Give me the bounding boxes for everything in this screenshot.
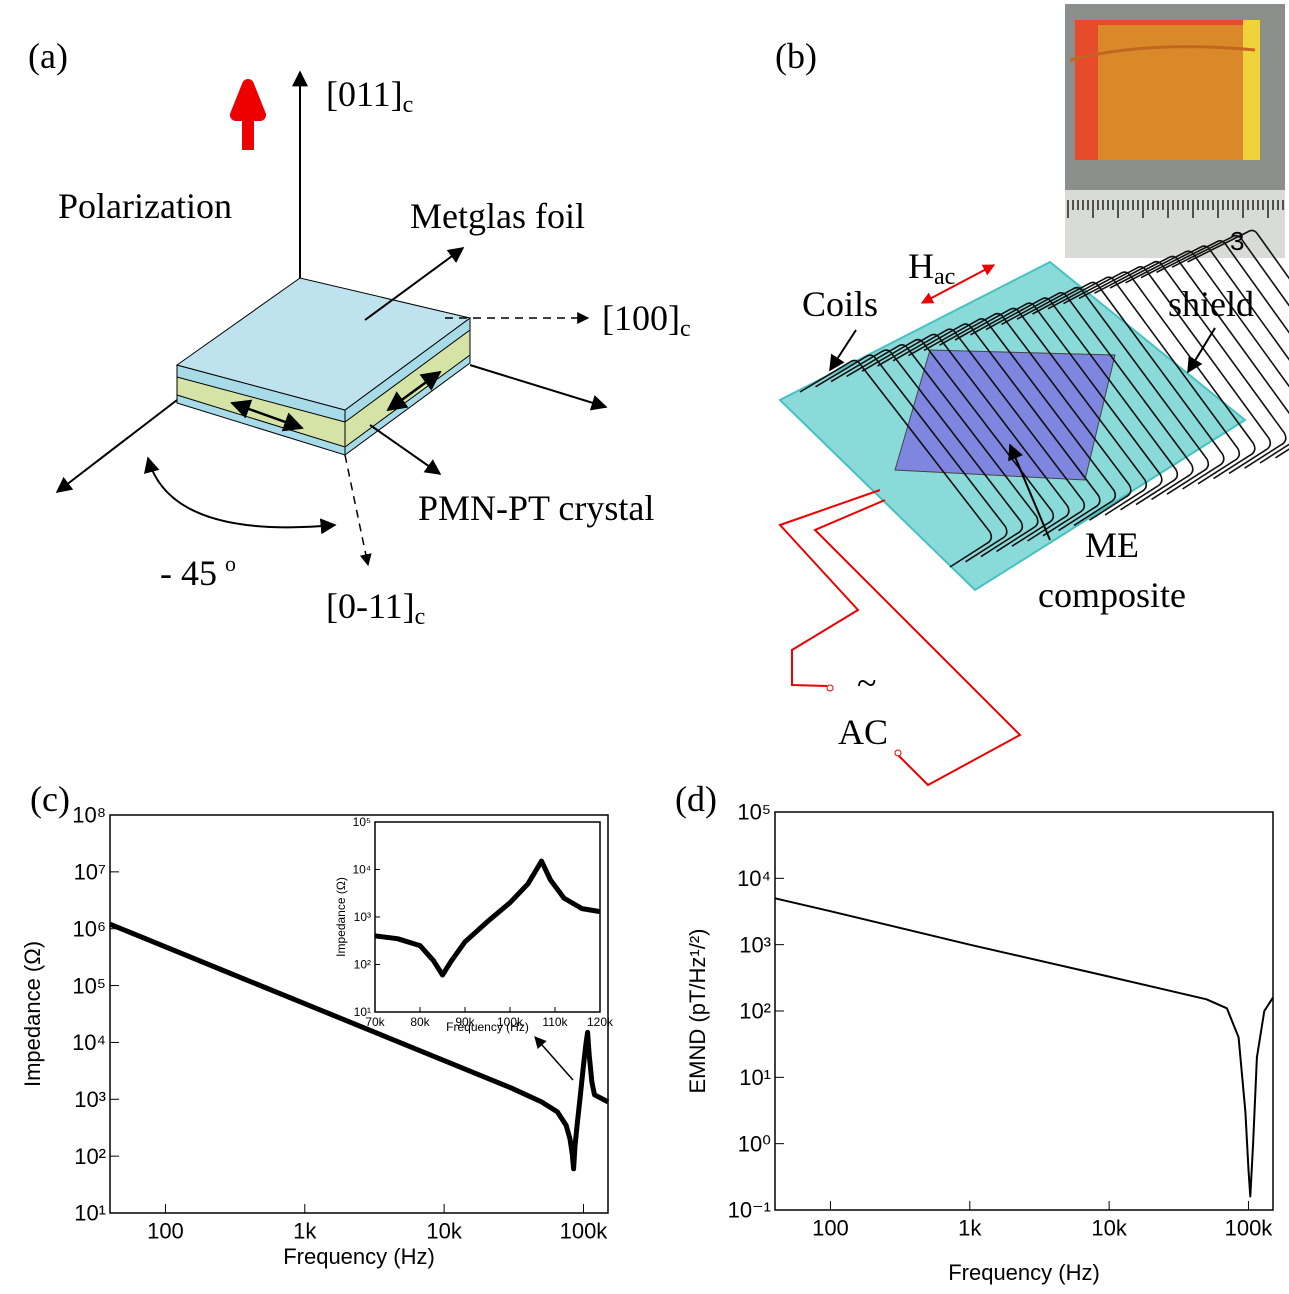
y-tick-label: 10⁵ [353, 815, 371, 829]
axis-label: [011]c [326, 74, 413, 118]
angle-arrow [148, 458, 335, 527]
crystal-label: PMN-PT crystal [418, 488, 654, 528]
y-tick-label: 10⁴ [72, 1030, 106, 1055]
panel-label: (d) [675, 779, 717, 819]
axis-sub: c [680, 316, 691, 342]
y-tick-label: 10⁷ [74, 860, 106, 885]
terminal [895, 750, 901, 756]
axis-label: [100]c [602, 298, 691, 342]
y-tick-label: 10³ [739, 932, 771, 957]
pointer [370, 425, 440, 474]
x-tick-label: 10k [426, 1218, 462, 1243]
tilde: ~ [857, 663, 876, 703]
panel-b: (b) 3 Hac Coils shield ME composite ~ AC [775, 4, 1289, 785]
terminal [827, 685, 833, 691]
composite-label: composite [1038, 575, 1186, 615]
y-axis-label: EMND (pT/Hz¹/²) [685, 929, 710, 1094]
x-tick-label: 100k [1225, 1215, 1274, 1240]
y-tick-label: 10⁻¹ [728, 1198, 771, 1223]
polarization-arrow [236, 85, 260, 150]
x-tick-label: 100 [147, 1218, 184, 1243]
field-text: H [908, 246, 934, 286]
angle-text: - 45 [160, 553, 217, 593]
panel-a: (a) Polarization [011]c [100]c [0-11]c -… [28, 36, 691, 630]
y-tick-label: 10⁶ [72, 916, 106, 941]
axis-text: [0-11] [326, 586, 415, 626]
y-tick-label: 10¹ [739, 1065, 771, 1090]
y-tick-label: 10³ [74, 1087, 106, 1112]
angle-sup: o [225, 551, 236, 576]
pointer [1188, 328, 1215, 372]
panel-label: (c) [30, 779, 70, 819]
x-tick-label: 10k [1091, 1215, 1127, 1240]
axis-arrow [345, 455, 368, 565]
x-tick-label: 1k [293, 1218, 317, 1243]
y-tick-label: 10² [354, 958, 371, 972]
shield-label: shield [1168, 284, 1254, 324]
axis-label: [0-11]c [326, 586, 425, 630]
axis-arrow [57, 400, 177, 492]
plot-area [375, 822, 600, 1012]
plot-area [775, 812, 1273, 1210]
y-tick-label: 10⁸ [72, 803, 106, 828]
y-tick-label: 10⁴ [737, 866, 771, 891]
y-tick-label: 10⁴ [352, 863, 371, 877]
composite-label: ME [1085, 525, 1139, 565]
x-tick-label: 120k [587, 1015, 614, 1029]
y-tick-label: 10² [74, 1144, 106, 1169]
field-label: Hac [908, 246, 955, 290]
x-axis-label: Frequency (Hz) [446, 1020, 529, 1034]
figure: (a) Polarization [011]c [100]c [0-11]c -… [0, 0, 1289, 1294]
x-axis-label: Frequency (Hz) [283, 1244, 435, 1269]
axis-text: [011] [326, 74, 403, 114]
x-tick-label: 100 [812, 1215, 849, 1240]
axis-sub: c [415, 604, 426, 630]
panel-label: (a) [28, 36, 68, 76]
x-tick-label: 110k [542, 1015, 568, 1029]
coils-label: Coils [802, 284, 878, 324]
coil-end [1243, 20, 1260, 160]
metglas-label: Metglas foil [410, 196, 585, 236]
charts: (c) 10¹ 10² 10³ 10⁴ 10⁵ 10⁶ 10⁷ 10⁸ 100 1k 10k 100k F… [20, 779, 1273, 1285]
polarization-label: Polarization [58, 186, 232, 226]
y-axis-label: Impedance (Ω) [334, 877, 348, 957]
y-tick-label: 10³ [354, 910, 371, 924]
y-tick-label: 10⁵ [737, 800, 771, 825]
y-tick-label: 10² [739, 999, 771, 1024]
y-tick-label: 10⁰ [738, 1131, 771, 1156]
coil-wire [1098, 25, 1243, 160]
wire [780, 490, 880, 686]
y-axis-label: Impedance (Ω) [20, 941, 45, 1087]
x-tick-label: 100k [560, 1218, 609, 1243]
y-tick-label: 10⁵ [72, 973, 106, 998]
x-tick-label: 80k [410, 1015, 430, 1029]
chart: 10¹10²10³10⁴10⁵70k80k90k100k110k120kFreq… [334, 815, 614, 1034]
x-tick-label: 70k [365, 1015, 385, 1029]
source-label: AC [838, 712, 888, 752]
field-sub: ac [934, 264, 955, 290]
angle-label: - 45 o [160, 551, 236, 593]
axis-text: [100] [602, 298, 680, 338]
chart: (d) 10⁻¹ 10⁰ 10¹ 10² 10³ 10⁴ 10⁵ 100 1k 10k 100k Fre… [675, 779, 1273, 1285]
axis-sub: c [403, 92, 414, 118]
panel-label: (b) [775, 36, 817, 76]
y-tick-label: 10¹ [74, 1201, 106, 1226]
x-axis-label: Frequency (Hz) [948, 1260, 1100, 1285]
x-tick-label: 1k [958, 1215, 982, 1240]
axis-arrow [470, 365, 606, 407]
